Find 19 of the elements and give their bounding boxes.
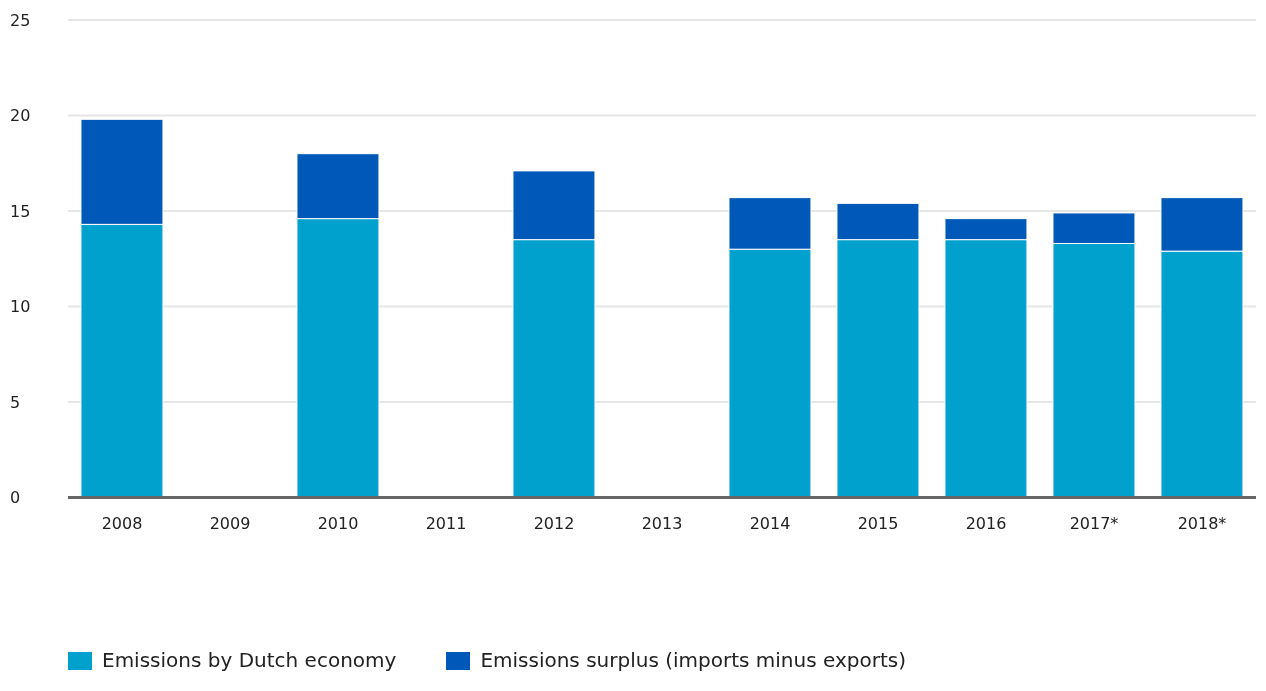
x-tick-label: 2015 (857, 513, 899, 533)
x-tick-label: 2014 (749, 513, 791, 533)
x-tick-label: 2017* (1069, 513, 1119, 533)
y-tick-label: 10 (10, 297, 31, 317)
y-tick-label: 25 (10, 10, 31, 30)
x-tick-label: 2013 (641, 513, 683, 533)
x-tick-label: 2008 (101, 513, 143, 533)
x-tick-label: 2012 (533, 513, 575, 533)
y-tick-label: 15 (10, 201, 31, 221)
legend-label: Emissions by Dutch economy (102, 647, 397, 672)
x-tick-label: 2018* (1177, 513, 1227, 533)
x-tick-label: 2009 (209, 513, 251, 533)
x-tick-label: 2010 (317, 513, 359, 533)
x-tick-label: 2016 (965, 513, 1007, 533)
y-tick-label: 0 (10, 488, 21, 508)
y-tick-label: 20 (10, 106, 31, 126)
legend-label: Emissions surplus (imports minus exports) (480, 647, 906, 672)
x-tick-label: 2011 (425, 513, 467, 533)
y-tick-label: 5 (10, 392, 21, 412)
